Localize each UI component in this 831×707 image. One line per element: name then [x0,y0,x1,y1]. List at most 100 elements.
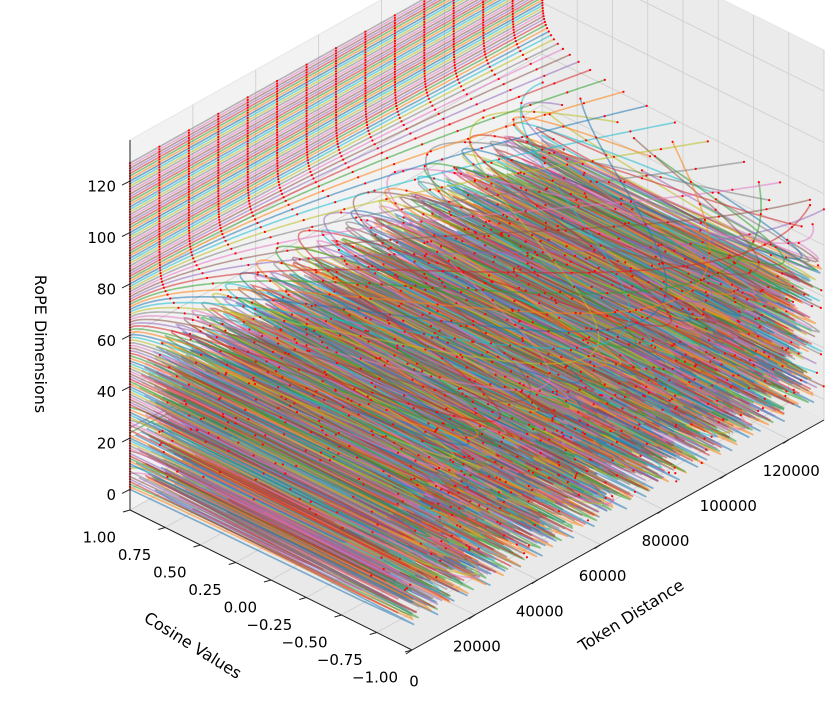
marker-point [421,440,424,443]
marker-point [526,254,529,257]
marker-point [423,46,426,49]
marker-point [810,305,814,308]
marker-point [276,121,279,124]
marker-point [421,385,424,388]
marker-point [305,81,308,84]
marker-point [393,57,396,61]
marker-point [455,75,458,78]
marker-point [480,147,483,150]
marker-point [402,221,405,224]
marker-point [276,105,279,108]
marker-point [263,230,266,233]
marker-point [668,399,671,402]
marker-point [453,414,456,418]
marker-point [230,247,233,250]
marker-point [634,308,638,311]
marker-point [334,49,338,52]
marker-point [732,374,735,377]
marker-point [589,180,592,183]
marker-point [504,375,507,378]
marker-point [321,380,324,383]
marker-point [738,310,741,313]
marker-point [598,232,601,235]
marker-point [498,222,501,225]
marker-point [583,432,587,436]
marker-point [396,110,399,113]
marker-point [465,366,468,369]
marker-point [407,402,410,405]
marker-point [704,299,708,302]
marker-point [493,255,496,258]
marker-point [423,0,426,3]
marker-point [552,38,556,41]
marker-point [393,45,396,48]
marker-point [452,17,455,20]
marker-point [364,316,367,319]
marker-point [347,166,350,169]
marker-point [183,399,186,402]
marker-point [217,195,220,198]
marker-point [158,199,161,202]
marker-point [246,116,249,120]
marker-point [453,58,456,61]
marker-point [517,172,520,175]
marker-point [355,216,358,219]
marker-point [541,81,544,84]
marker-point [158,186,161,189]
marker-point [653,155,657,158]
marker-point [198,267,201,271]
marker-point [217,166,220,169]
marker-point [509,88,512,92]
marker-point [569,193,573,196]
marker-point [531,401,534,404]
marker-point [305,73,308,76]
marker-point [488,65,491,68]
marker-point [388,475,391,478]
marker-point [251,301,254,304]
marker-point [549,34,553,37]
marker-point [774,246,777,249]
marker-point [492,116,495,119]
marker-point [423,33,426,36]
marker-point [431,336,434,339]
marker-point [564,449,567,452]
marker-point [393,60,396,63]
marker-point [290,313,293,316]
marker-point [437,502,440,505]
marker-point [629,267,632,270]
marker-point [650,264,654,267]
marker-point [334,47,338,50]
marker-point [246,176,249,179]
marker-point [305,328,308,331]
marker-point [487,475,491,478]
marker-point [511,10,514,13]
marker-point [413,368,416,371]
marker-point [499,233,502,236]
marker-point [305,130,308,133]
marker-point [158,240,161,243]
x-tick-label: 100000 [700,497,757,515]
marker-point [189,428,192,431]
marker-point [364,64,367,67]
marker-point [595,136,598,139]
marker-point [681,307,684,310]
marker-point [246,158,249,161]
marker-point [538,190,541,193]
marker-point [511,0,514,3]
marker-point [786,238,789,241]
marker-point [276,126,279,129]
marker-point [383,364,386,367]
marker-point [276,113,279,116]
marker-point [500,231,503,235]
marker-point [312,394,315,397]
marker-point [284,351,287,354]
marker-point [706,140,709,143]
marker-point [679,340,682,343]
marker-point [364,71,367,74]
marker-point [533,270,536,273]
marker-point [276,141,279,144]
marker-point [517,265,520,268]
marker-point [334,70,338,73]
marker-point [786,347,790,350]
marker-point [348,313,351,317]
